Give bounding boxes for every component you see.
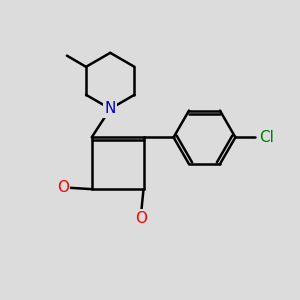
Text: N: N	[105, 101, 116, 116]
Text: O: O	[135, 211, 147, 226]
Text: Cl: Cl	[259, 130, 274, 145]
Text: O: O	[57, 180, 69, 195]
